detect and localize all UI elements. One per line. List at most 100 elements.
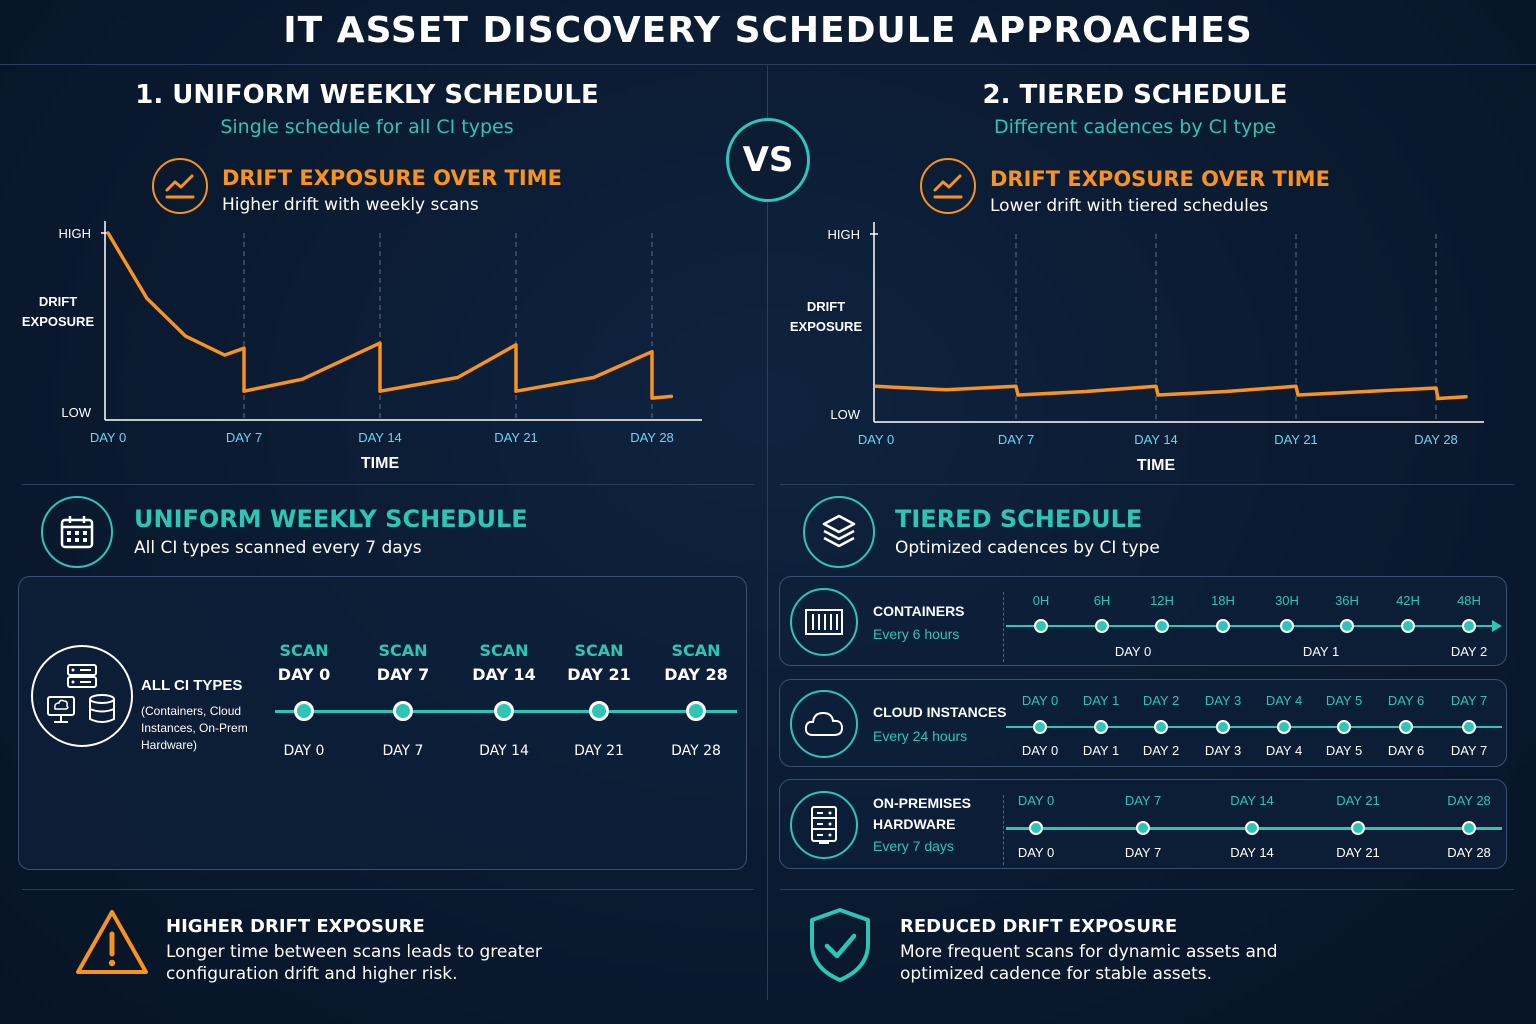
tier-tick-top: DAY 1: [1082, 693, 1120, 708]
tier-tick-top: 0H: [1032, 593, 1050, 608]
scan-point: [1095, 619, 1109, 633]
left-column-title: 1. UNIFORM WEEKLY SCHEDULE: [135, 80, 599, 110]
tier-tick-bottom: DAY 7: [1124, 845, 1162, 860]
warning-icon: [72, 906, 152, 982]
scan-day: DAY 7: [376, 665, 430, 684]
scan-point: [1216, 619, 1230, 633]
right-section-title: TIERED SCHEDULE: [895, 505, 1143, 533]
cloud-title: CLOUD INSTANCES: [873, 704, 1007, 720]
tier-tick-top: 30H: [1275, 593, 1299, 608]
scan-point: [1034, 619, 1048, 633]
scan-day: DAY 0: [277, 665, 331, 684]
scan-point: [494, 701, 514, 721]
scan-day: DAY 21: [567, 665, 631, 684]
scan-point: [294, 701, 314, 721]
scan-point: [1245, 821, 1259, 835]
scan-label: SCAN: [479, 641, 529, 660]
calendar-icon: [41, 496, 113, 568]
drift-line: [874, 384, 1468, 401]
scan-point: [1033, 720, 1047, 734]
tier-tick-top: 42H: [1396, 593, 1420, 608]
cloud-tier-panel: CLOUD INSTANCES Every 24 hours DAY 0 DAY …: [779, 679, 1507, 767]
tier-tick-top: DAY 2: [1142, 693, 1180, 708]
x-axis-label: TIME: [361, 455, 400, 472]
right-footer-line2: optimized cadence for stable assets.: [900, 964, 1213, 984]
left-column-subtitle: Single schedule for all CI types: [220, 116, 514, 138]
container-icon: [790, 588, 858, 656]
tier-tick-top: 6H: [1093, 593, 1111, 608]
page-title: IT ASSET DISCOVERY SCHEDULE APPROACHES: [283, 10, 1253, 51]
tier-tick-bottom: DAY 1: [1082, 743, 1120, 758]
tier-tick-top: DAY 5: [1325, 693, 1363, 708]
left-drift-chart: DAY 0 DAY 7 DAY 14 DAY 21 DAY 28 HIGH LOW DRIFT…: [22, 221, 702, 472]
x-tick-label: DAY 21: [1274, 432, 1318, 447]
trend-chart-icon: [920, 158, 976, 214]
tier-tick-bottom: DAY 21: [1336, 845, 1380, 860]
tier-tick-bottom: DAY 0: [1017, 845, 1055, 860]
tier-tick-top: DAY 7: [1450, 693, 1488, 708]
x-tick-label: DAY 21: [494, 430, 538, 445]
containers-title: CONTAINERS: [873, 603, 965, 619]
scan-point: [1401, 619, 1415, 633]
ci-types-detail: (Containers, Cloud Instances, On-Prem Ha…: [141, 704, 248, 752]
scan-point: [1351, 821, 1365, 835]
onprem-tier-panel: ON-PREMISES HARDWARE Every 7 days DAY 0 D…: [779, 779, 1507, 869]
scan-point: [1399, 720, 1413, 734]
right-footer-line1: More frequent scans for dynamic assets a…: [900, 942, 1278, 962]
tier-tick-bottom: DAY 1: [1302, 644, 1340, 659]
cloud-icon: [790, 690, 858, 758]
scan-point: [1280, 619, 1294, 633]
scan-point: [1337, 720, 1351, 734]
uniform-schedule-panel: ALL CI TYPES (Containers, Cloud Instance…: [18, 576, 747, 870]
x-tick-label: DAY 0: [858, 432, 894, 447]
scan-label: SCAN: [378, 641, 428, 660]
scan-point: [1462, 720, 1476, 734]
x-tick-label: DAY 28: [1414, 432, 1458, 447]
containers-timeline: [1006, 625, 1496, 627]
scan-point: [1155, 619, 1169, 633]
tier-tick-top: DAY 21: [1336, 793, 1380, 808]
scan-day-bottom: DAY 7: [382, 743, 424, 759]
left-footer-line2: configuration drift and higher risk.: [166, 964, 458, 984]
tier-tick-top: 18H: [1211, 593, 1235, 608]
scan-point: [1216, 720, 1230, 734]
scan-point: [1029, 821, 1043, 835]
tier-tick-bottom: DAY 2: [1142, 743, 1180, 758]
scan-point: [1462, 619, 1476, 633]
y-axis-label: DRIFT: [807, 299, 845, 314]
tier-separator: [1003, 592, 1004, 662]
tier-tick-top: 36H: [1335, 593, 1359, 608]
y-axis-label: EXPOSURE: [790, 319, 863, 334]
left-section-subtitle: All CI types scanned every 7 days: [134, 538, 422, 558]
vs-badge: VS: [726, 118, 810, 202]
tier-tick-top: 12H: [1150, 593, 1174, 608]
x-tick-label: DAY 14: [1134, 432, 1178, 447]
tier-tick-top: DAY 6: [1387, 693, 1425, 708]
scan-point: [686, 701, 706, 721]
right-footer-divider: [780, 889, 1514, 890]
tier-tick-top: DAY 7: [1124, 793, 1162, 808]
layers-icon: [803, 496, 875, 568]
right-section-divider: [780, 484, 1514, 485]
drift-line: [106, 231, 674, 400]
title-divider: [0, 64, 1536, 65]
y-tick-label: HIGH: [59, 226, 92, 241]
center-divider: [767, 66, 768, 1000]
scan-day-bottom: DAY 0: [283, 743, 325, 759]
server-rack-icon: [790, 791, 858, 859]
right-column-title: 2. TIERED SCHEDULE: [982, 80, 1288, 110]
cloud-cadence: Every 24 hours: [873, 728, 968, 744]
right-column-subtitle: Different cadences by CI type: [994, 116, 1276, 138]
y-tick-label: HIGH: [828, 227, 861, 242]
onprem-cadence: Every 7 days: [873, 838, 954, 854]
tier-tick-bottom: DAY 3: [1204, 743, 1242, 758]
tier-tick-bottom: DAY 7: [1450, 743, 1488, 758]
tier-tick-top: DAY 4: [1265, 693, 1303, 708]
right-drift-chart: DAY 0 DAY 7 DAY 14 DAY 21 DAY 28 HIGH LOW DRIFT…: [790, 222, 1484, 474]
scan-label: SCAN: [671, 641, 721, 660]
right-footer-title: REDUCED DRIFT EXPOSURE: [900, 916, 1178, 937]
right-chart-heading: DRIFT EXPOSURE OVER TIME: [990, 167, 1330, 191]
right-chart-subheading: Lower drift with tiered schedules: [990, 196, 1269, 216]
tier-tick-bottom: DAY 0: [1021, 743, 1059, 758]
containers-cadence: Every 6 hours: [873, 626, 960, 642]
